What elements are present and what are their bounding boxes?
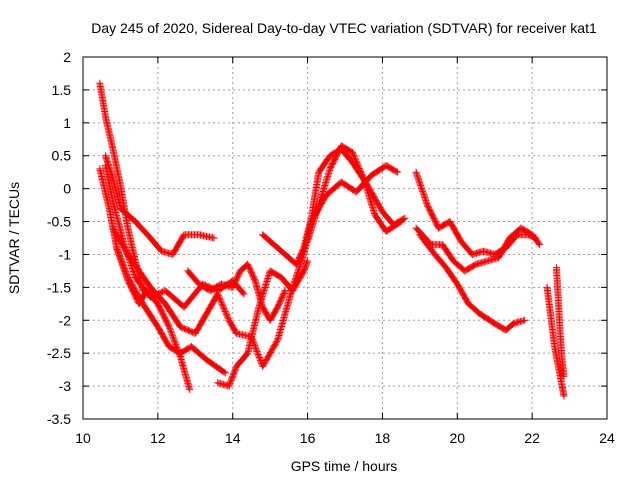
x-tick-label: 12 [150, 430, 166, 446]
y-tick-label: 2 [63, 49, 71, 65]
y-tick-label: -0.5 [47, 214, 71, 230]
marker-track [412, 168, 540, 258]
series-track-m [412, 168, 540, 258]
marker-track [214, 257, 312, 390]
x-tick-label: 20 [449, 430, 465, 446]
y-tick-label: 0.5 [52, 148, 72, 164]
marker-track [543, 283, 568, 400]
chart-title: Day 245 of 2020, Sidereal Day-to-day VTE… [91, 20, 597, 36]
marker-track [416, 231, 529, 334]
plot-frame [82, 56, 608, 420]
y-tick-label: 0 [63, 181, 71, 197]
series-track-n [543, 283, 568, 400]
series-track-c [113, 244, 229, 377]
y-tick-label: 1 [63, 115, 71, 131]
x-tick-label: 22 [524, 430, 540, 446]
series-track-f [109, 162, 401, 370]
series-track-j [304, 142, 405, 245]
series-track-o [553, 264, 568, 380]
x-tick-label: 18 [375, 430, 391, 446]
y-tick-label: -1 [59, 246, 72, 262]
x-axis-label: GPS time / hours [291, 458, 398, 474]
y-tick-label: -3.5 [47, 411, 71, 427]
x-tick-label: 10 [75, 430, 91, 446]
x-tick-label: 24 [599, 430, 615, 446]
x-tick-label: 14 [225, 430, 241, 446]
y-tick-label: -2.5 [47, 345, 71, 361]
y-tick-label: -2 [59, 312, 72, 328]
marker-track [113, 244, 229, 377]
y-tick-label: 1.5 [52, 82, 72, 98]
marker-track [304, 142, 405, 245]
marker-track [109, 162, 401, 370]
tick-labels: 10 12 14 16 18 20 22 24 2 1.5 1 0.5 0 -0.5 -1 -1.5 -2 -2.… [47, 49, 615, 446]
y-tick-label: -3 [59, 378, 72, 394]
series-track-l [416, 231, 529, 334]
y-tick-label: -1.5 [47, 279, 71, 295]
series-track-e [102, 152, 218, 258]
marker-track [553, 264, 568, 380]
series-track-h [214, 257, 312, 390]
marker-track [102, 152, 218, 258]
y-axis-label: SDTVAR / TECUs [6, 182, 22, 294]
data-points [96, 79, 568, 400]
x-tick-label: 16 [300, 430, 316, 446]
